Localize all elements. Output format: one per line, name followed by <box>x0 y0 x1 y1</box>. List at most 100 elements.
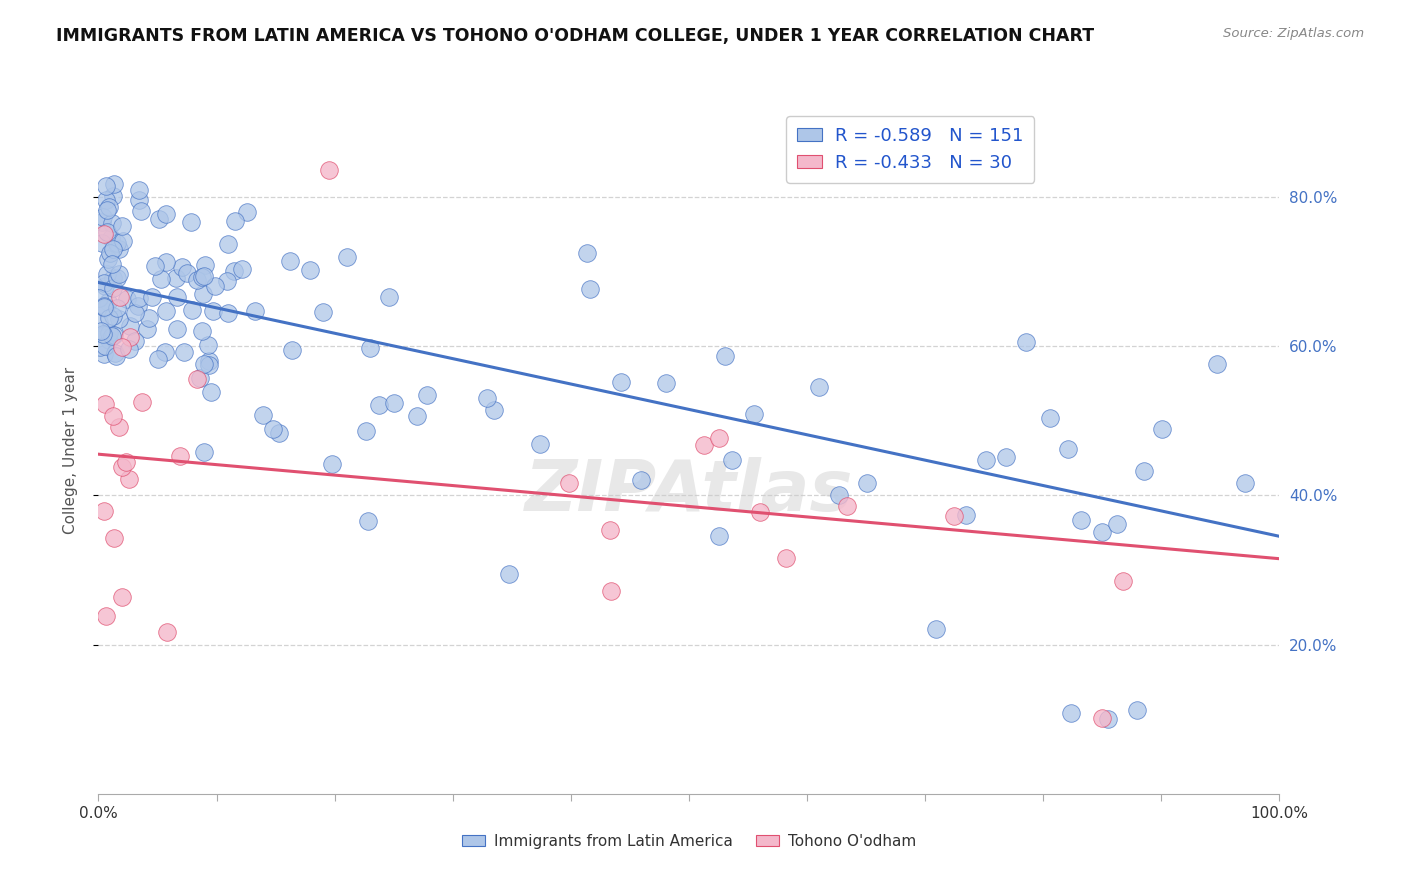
Point <box>406 409 429 423</box>
Point <box>98 245 121 260</box>
Point <box>90 235 112 250</box>
Point <box>93 301 115 315</box>
Point <box>156 625 179 640</box>
Point <box>416 388 439 402</box>
Point <box>94 397 117 411</box>
Point <box>101 188 124 202</box>
Point <box>475 391 498 405</box>
Point <box>108 420 131 434</box>
Point <box>378 289 401 303</box>
Point <box>252 409 274 423</box>
Point <box>368 398 391 412</box>
Point <box>925 622 948 636</box>
Point <box>118 342 141 356</box>
Point <box>118 329 141 343</box>
Point <box>143 260 166 274</box>
Point <box>94 608 117 623</box>
Point <box>131 203 153 218</box>
Point <box>955 508 977 522</box>
Point <box>103 531 125 545</box>
Point <box>217 274 239 288</box>
Point <box>105 236 128 251</box>
Point <box>155 207 177 221</box>
Point <box>1039 411 1062 425</box>
Point <box>111 234 134 248</box>
Point <box>749 505 772 519</box>
Point <box>1233 476 1256 491</box>
Point <box>1091 711 1114 725</box>
Point <box>655 376 678 391</box>
Point <box>190 324 212 338</box>
Point <box>193 445 215 459</box>
Text: ZIPAtlas: ZIPAtlas <box>524 458 853 526</box>
Text: Source: ZipAtlas.com: Source: ZipAtlas.com <box>1223 27 1364 40</box>
Point <box>245 304 267 318</box>
Point <box>336 250 359 264</box>
Point <box>172 260 194 274</box>
Point <box>148 212 170 227</box>
Point <box>114 455 136 469</box>
Point <box>107 311 129 326</box>
Legend: Immigrants from Latin America, Tohono O'odham: Immigrants from Latin America, Tohono O'… <box>456 828 922 855</box>
Point <box>1150 422 1173 436</box>
Point <box>87 315 110 329</box>
Point <box>155 303 177 318</box>
Point <box>1206 357 1229 371</box>
Point <box>93 328 115 343</box>
Point <box>197 337 219 351</box>
Point <box>974 453 997 467</box>
Point <box>148 352 170 367</box>
Point <box>101 216 124 230</box>
Point <box>837 499 859 513</box>
Point <box>198 354 221 368</box>
Point <box>193 286 215 301</box>
Point <box>193 268 215 283</box>
Point <box>558 475 581 490</box>
Point <box>97 311 120 326</box>
Point <box>105 270 128 285</box>
Point <box>103 328 125 343</box>
Point <box>692 438 714 452</box>
Point <box>100 230 122 244</box>
Point <box>111 340 134 354</box>
Point <box>93 299 115 313</box>
Point <box>93 503 115 517</box>
Point <box>217 236 239 251</box>
Point <box>318 163 340 178</box>
Point <box>193 357 215 371</box>
Point <box>807 380 830 394</box>
Point <box>707 529 730 543</box>
Point <box>118 472 141 486</box>
Point <box>115 292 138 306</box>
Point <box>194 258 217 272</box>
Point <box>89 292 111 306</box>
Point <box>200 385 222 400</box>
Point <box>94 193 117 207</box>
Point <box>136 322 159 336</box>
Point <box>1125 703 1147 717</box>
Point <box>1015 335 1038 350</box>
Point <box>382 395 405 409</box>
Point <box>103 177 125 191</box>
Point <box>1091 524 1114 539</box>
Point <box>124 334 146 349</box>
Point <box>231 261 253 276</box>
Point <box>103 409 125 423</box>
Point <box>169 449 191 463</box>
Point <box>93 346 115 360</box>
Point <box>610 375 633 389</box>
Point <box>180 303 202 318</box>
Point <box>599 583 621 598</box>
Point <box>357 514 380 528</box>
Point <box>180 215 202 229</box>
Point <box>1056 442 1078 456</box>
Point <box>128 291 150 305</box>
Point <box>101 329 124 343</box>
Point <box>1107 517 1129 532</box>
Point <box>197 359 219 373</box>
Point <box>124 306 146 320</box>
Point <box>127 299 149 313</box>
Point <box>166 322 188 336</box>
Point <box>108 268 131 282</box>
Point <box>943 508 966 523</box>
